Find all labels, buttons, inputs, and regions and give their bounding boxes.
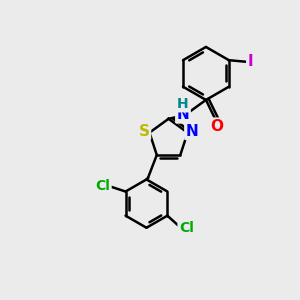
- Text: H: H: [177, 97, 189, 111]
- Text: Cl: Cl: [179, 221, 194, 235]
- Text: O: O: [210, 119, 223, 134]
- Text: N: N: [177, 107, 189, 122]
- Text: Cl: Cl: [95, 178, 110, 193]
- Text: S: S: [139, 124, 150, 139]
- Text: I: I: [248, 54, 253, 69]
- Text: N: N: [186, 124, 198, 139]
